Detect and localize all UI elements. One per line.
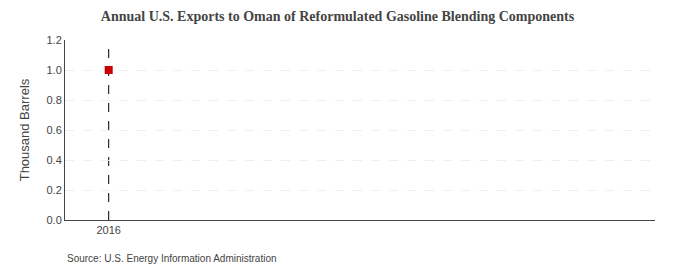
svg-text:1.2: 1.2	[47, 34, 62, 46]
svg-text:Annual U.S. Exports to Oman of: Annual U.S. Exports to Oman of Reformula…	[101, 9, 575, 24]
svg-text:0.6: 0.6	[47, 124, 62, 136]
svg-text:0.2: 0.2	[47, 184, 62, 196]
svg-text:0.4: 0.4	[47, 154, 62, 166]
svg-text:2016: 2016	[96, 224, 120, 236]
svg-text:1.0: 1.0	[47, 64, 62, 76]
svg-text:Source: U.S. Energy Informatio: Source: U.S. Energy Information Administ…	[67, 253, 277, 264]
svg-text:0.8: 0.8	[47, 94, 62, 106]
svg-text:Thousand Barrels: Thousand Barrels	[17, 78, 32, 181]
svg-text:0.0: 0.0	[47, 214, 62, 226]
